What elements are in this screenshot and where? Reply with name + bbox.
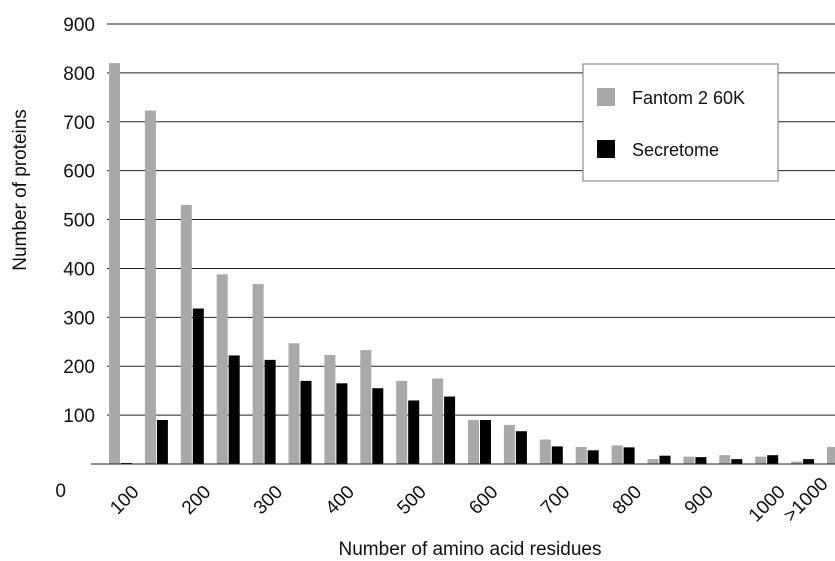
y-tick-label: 300 bbox=[63, 308, 95, 329]
bar-fantom bbox=[647, 459, 659, 464]
bar-secretome bbox=[408, 400, 420, 464]
bar-secretome bbox=[300, 380, 312, 464]
bar-secretome bbox=[515, 431, 527, 464]
x-tick-label: 700 bbox=[537, 482, 574, 519]
y-tick-label: 200 bbox=[63, 357, 95, 378]
bar-secretome bbox=[480, 420, 491, 464]
bar-fantom bbox=[575, 446, 587, 464]
x-tick-label: 800 bbox=[609, 482, 646, 519]
x-tick-label: >1000 bbox=[780, 474, 833, 527]
bar-secretome bbox=[336, 383, 348, 464]
bar-fantom bbox=[827, 446, 835, 464]
x-tick-label: 400 bbox=[322, 482, 359, 519]
bar-fantom bbox=[324, 354, 336, 464]
x-tick-label: 900 bbox=[681, 482, 718, 519]
bar-secretome bbox=[372, 388, 384, 464]
bars bbox=[109, 63, 835, 465]
bar-secretome bbox=[623, 447, 635, 464]
legend-label-fantom: Fantom 2 60K bbox=[632, 88, 745, 108]
y-tick-label: 900 bbox=[63, 15, 95, 36]
x-tick-label: 1000 bbox=[745, 482, 790, 527]
bar-fantom bbox=[503, 424, 515, 464]
bar-fantom bbox=[719, 455, 731, 464]
x-tick-label: 500 bbox=[393, 482, 430, 519]
legend-box bbox=[582, 63, 779, 182]
x-tick-label: 300 bbox=[250, 482, 287, 519]
legend-swatch-fantom bbox=[597, 88, 615, 106]
y-tick-label: 500 bbox=[63, 211, 95, 232]
bar-secretome bbox=[551, 446, 563, 464]
bar-fantom bbox=[791, 461, 803, 464]
bar-fantom bbox=[396, 380, 408, 464]
y-tick-label: 700 bbox=[63, 113, 95, 134]
bar-secretome bbox=[192, 308, 204, 464]
bar-fantom bbox=[611, 445, 623, 464]
legend: Fantom 2 60K Secretome bbox=[582, 63, 779, 182]
bar-secretome bbox=[444, 396, 456, 464]
bar-fantom bbox=[468, 420, 479, 464]
x-axis-title: Number of amino acid residues bbox=[339, 539, 602, 560]
bar-secretome bbox=[731, 459, 743, 464]
bar-fantom bbox=[180, 204, 192, 464]
bar-secretome bbox=[659, 455, 671, 464]
bar-fantom bbox=[432, 378, 444, 464]
y-tick-label: 100 bbox=[63, 406, 95, 427]
y-tick-label: 0 bbox=[55, 481, 66, 502]
bar-fantom bbox=[360, 350, 372, 464]
bar-fantom bbox=[288, 343, 300, 464]
legend-label-secretome: Secretome bbox=[632, 140, 719, 160]
bar-secretome bbox=[695, 457, 707, 464]
y-tick-label: 800 bbox=[63, 64, 95, 85]
bar-fantom bbox=[109, 63, 120, 464]
y-tick-labels: 0 100 200 300 400 500 600 700 800 900 bbox=[55, 15, 95, 502]
y-axis-title: Number of proteins bbox=[10, 109, 31, 271]
x-tick-label: 600 bbox=[465, 482, 502, 519]
bar-secretome bbox=[156, 420, 168, 464]
bar-secretome bbox=[264, 359, 276, 464]
bar-secretome bbox=[228, 355, 240, 464]
bar-secretome bbox=[803, 459, 815, 464]
y-tick-label: 600 bbox=[63, 162, 95, 183]
x-tick-labels: 100 200 300 400 500 600 700 800 900 1000>1000 bbox=[106, 474, 832, 527]
bar-secretome bbox=[587, 450, 599, 464]
bar-fantom bbox=[252, 284, 264, 464]
gridlines bbox=[107, 23, 835, 416]
bar-fantom bbox=[144, 110, 156, 465]
x-tick-label: 200 bbox=[178, 482, 215, 519]
bar-fantom bbox=[539, 439, 551, 464]
bar-fantom bbox=[216, 274, 228, 464]
legend-swatch-secretome bbox=[597, 140, 615, 158]
bar-fantom bbox=[755, 456, 767, 464]
bar-secretome bbox=[767, 455, 779, 464]
y-tick-label: 400 bbox=[63, 259, 95, 280]
x-tick-label: 100 bbox=[106, 482, 143, 519]
bar-fantom bbox=[683, 456, 695, 464]
